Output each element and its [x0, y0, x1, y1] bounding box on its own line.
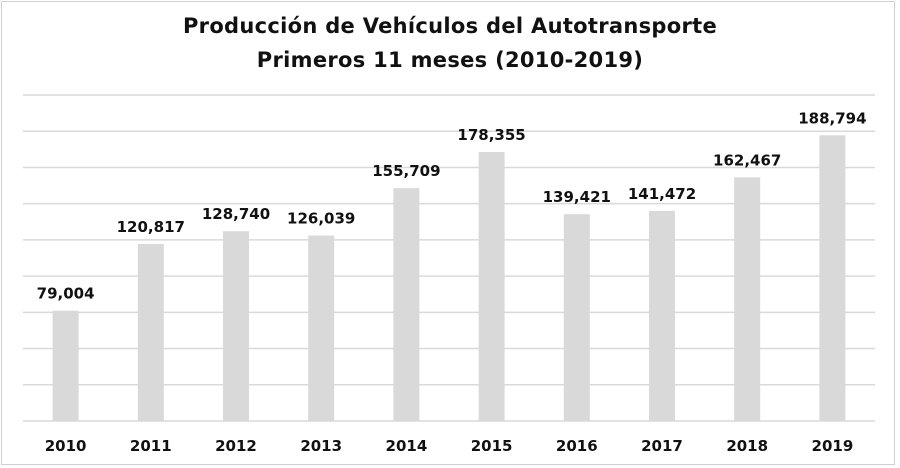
data-label: 128,740: [202, 205, 270, 223]
data-label: 139,421: [543, 188, 611, 206]
x-tick-label: 2010: [45, 437, 87, 455]
bar-2010: [52, 310, 79, 421]
bar-2011: [137, 243, 164, 421]
bar-2015: [478, 151, 505, 422]
bar-2012: [223, 231, 249, 421]
data-label: 162,467: [713, 151, 781, 169]
bar-2016: [563, 214, 590, 421]
x-tick-label: 2015: [471, 437, 513, 455]
data-label: 120,817: [117, 218, 185, 236]
data-label: 141,472: [628, 185, 696, 203]
data-label: 178,355: [457, 126, 525, 144]
chart-title: Producción de Vehículos del Autotranspor…: [182, 14, 718, 38]
x-tick-label: 2019: [812, 437, 854, 455]
data-label: 126,039: [287, 210, 355, 228]
bar-2017: [649, 210, 675, 421]
x-tick-label: 2018: [726, 437, 768, 455]
data-label: 155,709: [372, 162, 440, 180]
chart-subtitle: Primeros 11 meses (2010-2019): [256, 48, 644, 72]
data-label: 79,004: [37, 285, 95, 303]
x-tick-label: 2013: [300, 437, 342, 455]
x-tick-label: 2011: [130, 437, 172, 455]
x-tick-label: 2017: [641, 437, 683, 455]
data-label: 188,794: [798, 109, 866, 127]
bar-2018: [734, 177, 761, 421]
bar-2019: [819, 135, 846, 421]
x-tick-label: 2014: [386, 437, 428, 455]
x-tick-label: 2012: [215, 437, 257, 455]
x-tick-label: 2016: [556, 437, 598, 455]
bar-2013: [308, 235, 335, 421]
bar-2014: [393, 188, 420, 421]
